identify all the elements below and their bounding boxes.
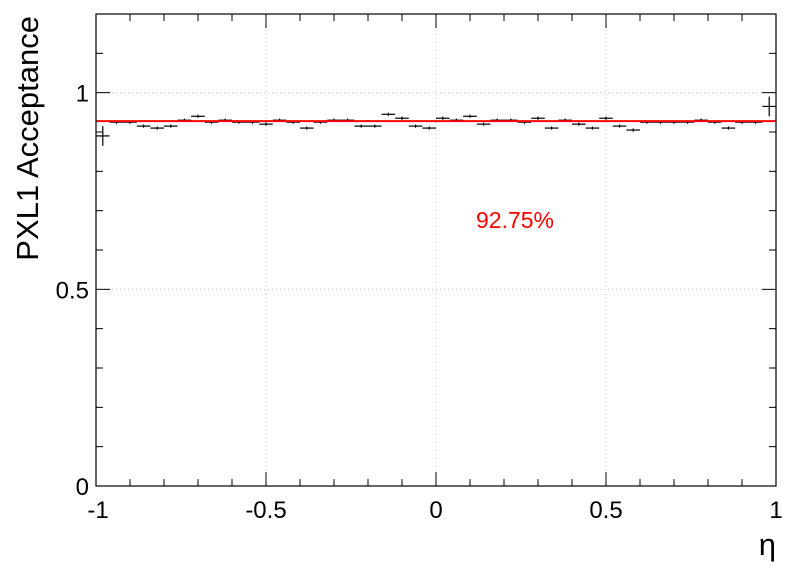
- data-point: [354, 124, 368, 128]
- data-point: [463, 114, 477, 118]
- y-tick-label: 0: [76, 474, 89, 501]
- data-point: [164, 124, 178, 128]
- y-tick-labels: 0 0.5 1: [56, 81, 89, 501]
- grid-lines: [96, 14, 776, 486]
- data-point: [136, 124, 151, 128]
- y-tick-label: 1: [76, 81, 89, 108]
- x-tick-label: -1: [87, 497, 108, 524]
- data-point: [612, 124, 627, 128]
- x-axis-title: η: [759, 527, 776, 562]
- acceptance-annotation: 92.75%: [476, 207, 554, 233]
- data-point: [150, 126, 164, 130]
- data-point: [422, 126, 436, 130]
- data-point: [381, 112, 396, 116]
- data-point: [626, 128, 640, 132]
- data-point: [395, 116, 409, 120]
- y-tick-label: 0.5: [56, 277, 89, 304]
- minor-ticks: [95, 13, 777, 487]
- x-tick-labels: -1 -0.5 0 0.5 1: [87, 497, 782, 524]
- data-point: [408, 124, 423, 128]
- x-tick-label: 0: [429, 497, 442, 524]
- x-tick-label: 0.5: [589, 497, 622, 524]
- data-point: [585, 126, 600, 130]
- data-point: [300, 126, 314, 130]
- x-tick-label: 1: [769, 497, 782, 524]
- data-point: [531, 116, 545, 120]
- data-point: [259, 122, 273, 126]
- data-point: [476, 122, 491, 126]
- data-point: [436, 116, 450, 120]
- data-point: [191, 114, 205, 118]
- plot-frame: [95, 13, 777, 487]
- data-point: [96, 126, 110, 146]
- data-point: [544, 126, 559, 130]
- data-point: [599, 116, 613, 120]
- data-point: [721, 126, 736, 130]
- data-point: [368, 124, 382, 128]
- data-point: [572, 122, 586, 126]
- data-point: [762, 96, 776, 117]
- y-axis-title: PXL1 Acceptance: [10, 16, 45, 261]
- x-tick-label: -0.5: [245, 497, 286, 524]
